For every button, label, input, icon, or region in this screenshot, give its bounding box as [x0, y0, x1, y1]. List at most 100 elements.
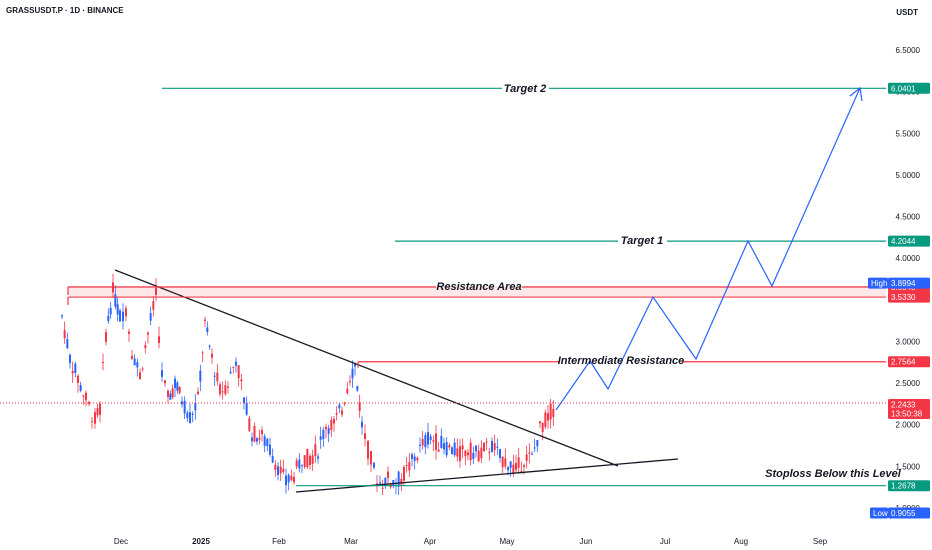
candle-body	[141, 368, 144, 370]
candle-body	[358, 402, 361, 411]
candle-body	[85, 392, 87, 401]
candle-body	[161, 370, 163, 377]
x-tick-label: May	[499, 537, 514, 546]
candle-body	[82, 395, 85, 397]
projection-arrowhead	[849, 86, 863, 102]
candle-body	[475, 445, 477, 452]
candle-body	[240, 379, 243, 382]
candle-body	[105, 332, 107, 342]
candle-body	[303, 455, 306, 468]
candle-body	[251, 437, 253, 442]
candle-body	[77, 375, 79, 383]
candle-body	[501, 456, 504, 468]
candle-body	[191, 413, 194, 415]
x-tick-label: 2025	[192, 537, 210, 546]
candle-body	[531, 453, 533, 455]
candle-body	[274, 464, 277, 470]
candle-body	[194, 402, 197, 411]
level-price-tag-bg	[888, 356, 930, 368]
candle-body	[301, 464, 303, 466]
symbol-header: GRASSUSDT.P · 1D · BINANCE	[6, 6, 124, 15]
level-price-tag-bg	[888, 291, 930, 303]
candle-body	[341, 410, 343, 415]
candle-body	[293, 476, 295, 483]
level-price-tag: 1.2678	[891, 482, 916, 491]
candle-body	[429, 436, 432, 441]
current-price-tag-bg	[888, 398, 930, 419]
candle-body	[285, 475, 287, 486]
candle-body	[525, 454, 528, 461]
candle-body	[456, 448, 459, 457]
candle-body	[440, 435, 443, 448]
candle-body	[139, 372, 141, 380]
candle-body	[206, 327, 209, 333]
x-tick-label: Sep	[813, 537, 828, 546]
candle-body	[504, 458, 507, 467]
candle-body	[319, 436, 322, 440]
candle-body	[515, 463, 517, 470]
candle-body	[384, 478, 387, 486]
candle-body	[147, 332, 149, 335]
x-tick-label: Jun	[580, 537, 593, 546]
candle-body	[237, 365, 240, 379]
candle-body	[424, 435, 427, 448]
candle-body	[128, 331, 130, 334]
candle-body	[392, 479, 395, 486]
resistance-area-label: Resistance Area	[436, 281, 521, 293]
candle-body	[400, 478, 403, 485]
candle-body	[549, 403, 552, 420]
candle-body	[224, 385, 227, 395]
candle-body	[201, 352, 204, 354]
candle-body	[208, 345, 211, 347]
candle-body	[411, 454, 413, 459]
candle-body	[480, 447, 483, 459]
candle-body	[63, 330, 66, 339]
high-label-bg	[868, 277, 888, 289]
candle-body	[437, 449, 440, 452]
candle-body	[245, 402, 248, 415]
candle-body	[533, 447, 536, 449]
candle-body	[338, 404, 341, 409]
candle-body	[189, 412, 191, 424]
candle-body	[381, 487, 384, 489]
candle-body	[445, 442, 448, 456]
candle-body	[512, 464, 515, 474]
candle-body	[125, 308, 127, 317]
candle-body	[416, 457, 419, 461]
candles-layer	[61, 273, 555, 496]
candle-body	[221, 391, 224, 393]
candle-body	[167, 390, 169, 397]
candle-body	[364, 433, 366, 440]
candle-body	[155, 288, 157, 295]
candle-body	[114, 294, 117, 307]
candle-body	[317, 456, 319, 459]
target-2-label: Target 2	[504, 83, 546, 95]
high-value-bg	[888, 277, 930, 289]
y-tick-label: 3.0000	[896, 337, 921, 346]
candle-body	[552, 408, 555, 417]
candle-body	[164, 380, 166, 384]
candle-body	[483, 442, 485, 451]
candle-body	[149, 313, 152, 321]
candle-body	[263, 436, 266, 446]
level-price-tag-bg	[888, 480, 930, 492]
x-tick-label: Dec	[114, 537, 128, 546]
candle-body	[485, 441, 488, 443]
high-value: 3.8994	[891, 279, 916, 288]
candle-body	[325, 426, 327, 430]
candle-body	[74, 363, 77, 374]
ascending-trendline	[295, 458, 679, 493]
candle-body	[119, 310, 121, 322]
candle-body	[528, 452, 531, 454]
candle-body	[373, 462, 375, 468]
candle-body	[459, 446, 461, 461]
price-tags: 6.04014.20443.65433.53302.75641.26782.24…	[868, 82, 930, 519]
y-tick-label: 2.0000	[896, 421, 921, 430]
candle-body	[330, 419, 333, 431]
low-label: Low	[873, 509, 888, 518]
x-axis: Dec 2025 Feb Mar Apr May Jun Jul Aug Sep	[114, 537, 828, 546]
candle-body	[419, 444, 421, 446]
level-price-tag-bg	[888, 235, 930, 247]
candle-body	[181, 401, 183, 405]
